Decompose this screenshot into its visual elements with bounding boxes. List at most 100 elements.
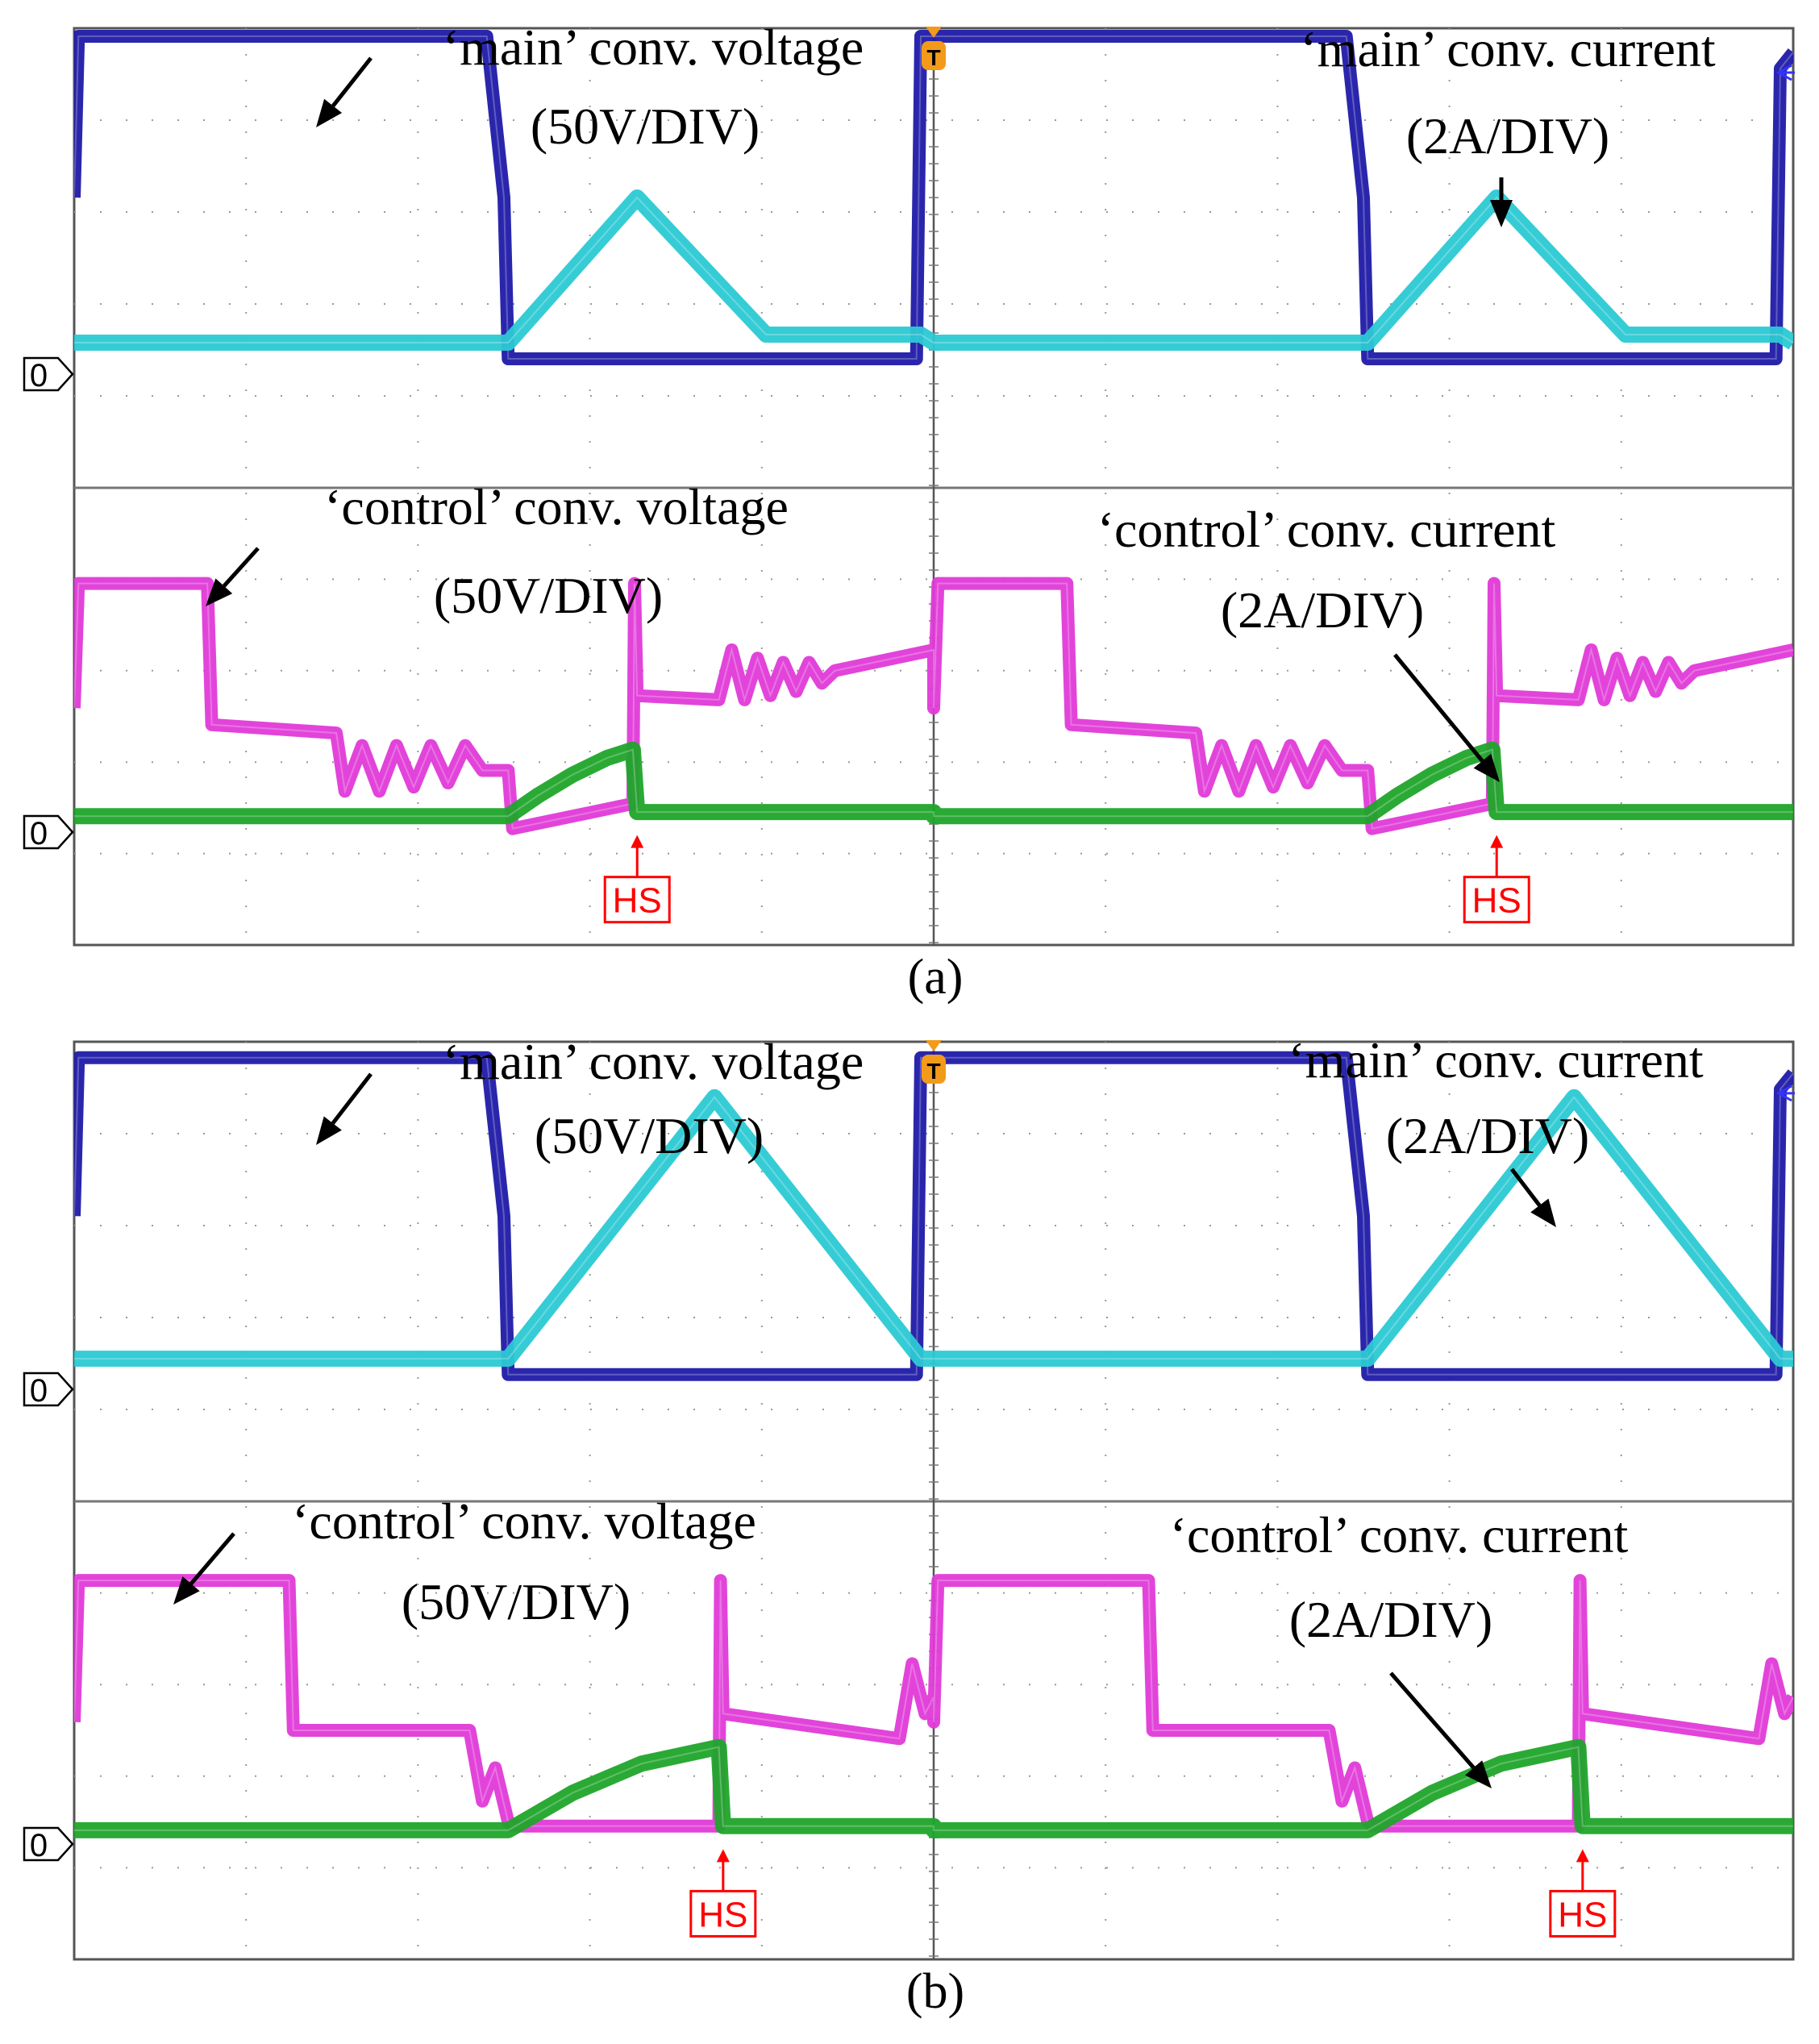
arrow-head: [1473, 753, 1500, 782]
hs-marker-box: [603, 876, 671, 924]
arrow-head: [316, 98, 343, 127]
trace-control-conv-current: [74, 741, 1793, 825]
control-voltage-scale: (50V/DIV): [434, 567, 663, 624]
trace-highlight: [74, 35, 1793, 360]
arrow-shaft: [222, 547, 260, 588]
annotation-arrow: [1389, 1671, 1492, 1788]
trigger-marker: T: [922, 27, 946, 70]
annotation-arrow: [316, 1072, 373, 1145]
zero-marker: 0: [23, 1826, 74, 1863]
main-voltage-scale: (50V/DIV): [535, 1107, 764, 1164]
trigger-box: [922, 41, 946, 70]
control-current-scale: (2A/DIV): [1289, 1591, 1492, 1648]
trace-main-conv-voltage: [74, 1051, 1793, 1381]
hs-marker-box: [689, 1889, 757, 1938]
trace-control-conv-voltage: [74, 577, 1793, 835]
arrow-head: [316, 1116, 342, 1145]
arrow-shaft: [331, 1072, 373, 1125]
hs-marker-box: [1463, 876, 1530, 924]
hs-marker: HS: [1463, 835, 1530, 924]
trace-control-conv-voltage: [74, 1574, 1793, 1833]
zero-marker: 0: [23, 814, 74, 851]
trigger-arrow: [926, 1040, 942, 1051]
trace-highlight: [74, 582, 1793, 830]
zero-marker-label: 0: [30, 1828, 48, 1863]
hs-marker-arrow: [1575, 1849, 1589, 1863]
hs-marker: HS: [689, 1849, 757, 1938]
control-current-label: ‘control’ conv. current: [1170, 1506, 1629, 1563]
arrow-head: [206, 578, 233, 606]
panel-caption: (b): [906, 1964, 964, 2019]
control-current-scale: (2A/DIV): [1221, 581, 1424, 639]
trigger-marker: T: [922, 1040, 946, 1084]
zero-marker-label: 0: [30, 816, 48, 851]
traces: [74, 1051, 1793, 1838]
hs-marker-arrow: [631, 835, 644, 848]
trace-main-conv-current: [74, 1089, 1793, 1368]
annotation-arrow: [316, 56, 373, 127]
channel-offset-arrow: [1775, 64, 1795, 81]
hs-marker-label: HS: [1472, 881, 1521, 921]
main-current-scale: (2A/DIV): [1386, 1107, 1589, 1164]
hs-marker: HS: [1549, 1849, 1617, 1938]
main-voltage-label: ‘main’ conv. voltage: [443, 19, 864, 76]
annotation-arrow: [206, 547, 260, 606]
zero-marker-box: [23, 814, 74, 850]
arrow-shaft: [1510, 1168, 1542, 1207]
trigger-label: T: [926, 45, 940, 70]
control-voltage-scale: (50V/DIV): [402, 1573, 631, 1630]
control-voltage-label: ‘control’ conv. voltage: [292, 1492, 756, 1550]
control-current-label: ‘control’ conv. current: [1097, 501, 1556, 558]
trigger-arrow: [926, 27, 942, 38]
main-voltage-label: ‘main’ conv. voltage: [443, 1033, 864, 1090]
arrow-head: [1530, 1198, 1556, 1227]
hs-marker-label: HS: [613, 881, 662, 921]
arrow-head: [1490, 200, 1513, 227]
arrow-head: [1465, 1760, 1492, 1788]
arrow-shaft: [1389, 1671, 1476, 1770]
panel-caption: (a): [908, 950, 964, 1005]
main-current-label: ‘main’ conv. current: [1288, 1031, 1704, 1089]
trace-highlight: [74, 1056, 1793, 1376]
traces: [74, 30, 1793, 835]
control-voltage-label: ‘control’ conv. voltage: [324, 478, 789, 535]
trace-highlight: [74, 1096, 1793, 1360]
trace-control-conv-current: [74, 1738, 1793, 1838]
panel-a: 0 0 T ‘main’ conv. voltage (50V/DIV) ‘main’ c…: [23, 19, 1795, 1005]
zero-marker-box: [23, 1372, 74, 1407]
annotation-arrow: [173, 1532, 235, 1605]
trace-main-conv-current: [74, 189, 1793, 351]
hs-marker-arrow: [716, 1849, 730, 1863]
trace-highlight: [74, 196, 1793, 343]
zero-marker-box: [23, 1826, 74, 1862]
hs-marker-arrow: [1490, 835, 1504, 848]
trace-highlight: [74, 1746, 1793, 1831]
zero-marker-label: 0: [30, 1373, 48, 1409]
trigger-box: [922, 1055, 946, 1084]
panel-b: 0 0 T ‘main’ conv. voltage (50V/DIV) ‘main’ c…: [23, 1031, 1795, 2019]
zero-marker: 0: [23, 1372, 74, 1409]
hs-marker: HS: [603, 835, 671, 924]
hs-marker-label: HS: [1558, 1895, 1607, 1934]
trace-highlight: [74, 748, 1793, 818]
annotation-arrow: [1393, 653, 1500, 782]
arrow-shaft: [189, 1532, 235, 1585]
zero-marker-label: 0: [30, 358, 48, 393]
channel-offset-arrow: [1775, 1084, 1795, 1102]
main-voltage-scale: (50V/DIV): [531, 98, 760, 155]
arrow-shaft: [331, 56, 373, 107]
annotation-arrow: [1490, 177, 1513, 227]
arrow-shaft: [1393, 653, 1484, 763]
hs-marker-label: HS: [698, 1895, 747, 1934]
annotation-arrow: [1510, 1168, 1556, 1227]
main-current-scale: (2A/DIV): [1406, 107, 1609, 164]
zero-marker: 0: [23, 356, 74, 393]
main-current-label: ‘main’ conv. current: [1300, 20, 1716, 77]
hs-marker-box: [1549, 1889, 1617, 1938]
trace-highlight: [74, 1580, 1793, 1827]
arrow-head: [173, 1576, 200, 1605]
trace-main-conv-voltage: [74, 30, 1793, 365]
trigger-label: T: [926, 1059, 940, 1084]
zero-marker-box: [23, 356, 74, 392]
